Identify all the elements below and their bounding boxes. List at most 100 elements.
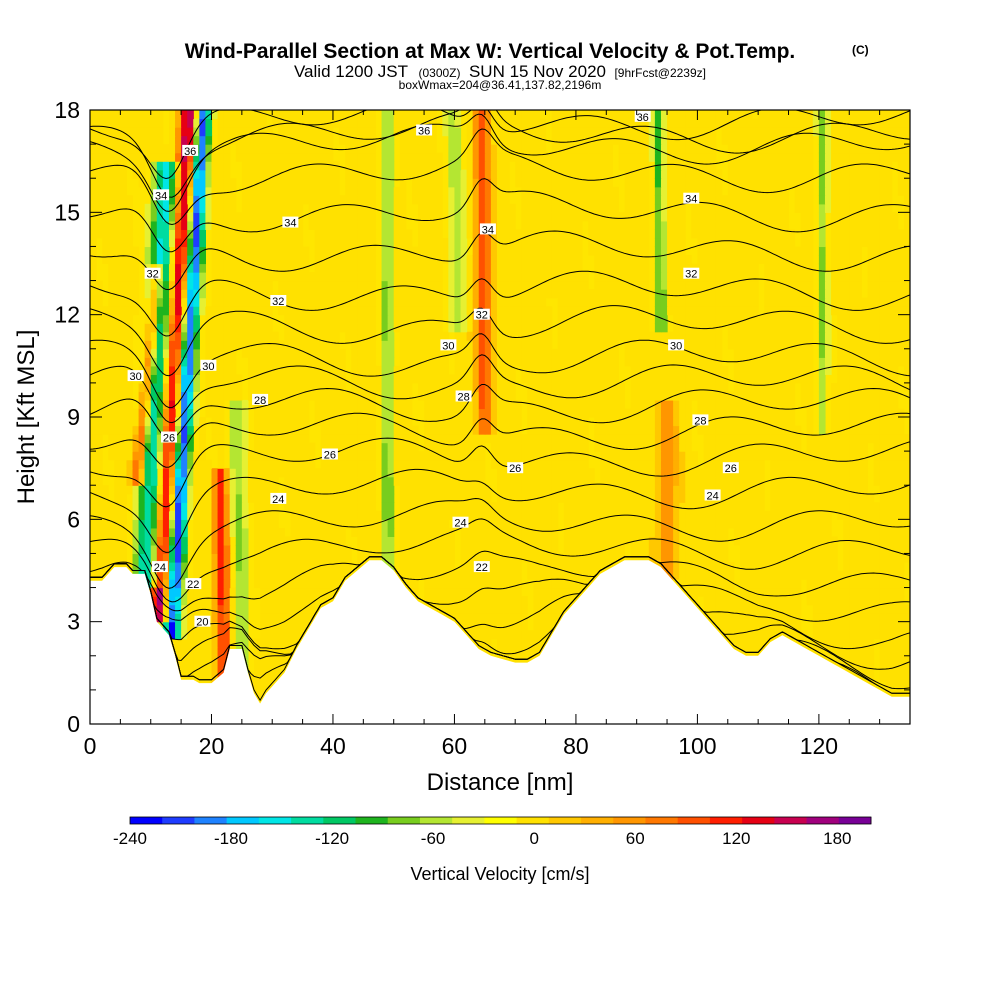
velocity-cell — [879, 510, 887, 520]
velocity-cell — [885, 493, 893, 503]
velocity-cell — [260, 434, 267, 444]
velocity-cell — [624, 527, 632, 537]
velocity-cell — [211, 485, 219, 495]
velocity-cell — [873, 434, 881, 444]
velocity-cell — [175, 596, 182, 606]
velocity-cell — [843, 613, 850, 623]
velocity-cell — [96, 519, 103, 529]
velocity-cell — [260, 681, 267, 691]
velocity-cell — [588, 408, 595, 418]
velocity-cell — [837, 485, 844, 495]
velocity-cell — [818, 485, 826, 495]
velocity-cell — [326, 468, 334, 478]
velocity-cell — [442, 442, 449, 452]
velocity-cell — [855, 587, 862, 597]
velocity-cell — [345, 417, 352, 427]
velocity-cell — [96, 374, 103, 384]
velocity-cell — [642, 425, 650, 435]
velocity-cell — [569, 442, 577, 452]
velocity-cell — [290, 476, 298, 486]
velocity-cell — [478, 502, 486, 512]
velocity-cell — [363, 536, 370, 546]
velocity-cell — [454, 399, 462, 410]
velocity-cell — [897, 476, 905, 486]
velocity-cell — [539, 408, 547, 418]
velocity-cell — [776, 485, 784, 495]
velocity-cell — [545, 468, 553, 478]
velocity-cell — [496, 442, 504, 452]
velocity-cell — [96, 391, 103, 401]
velocity-cell — [96, 399, 103, 410]
velocity-cell — [484, 553, 492, 563]
velocity-cell — [132, 468, 140, 478]
velocity-cell — [138, 391, 146, 401]
velocity-cell — [673, 536, 680, 546]
velocity-cell — [132, 442, 140, 452]
velocity-cell — [660, 468, 668, 478]
velocity-cell — [247, 493, 255, 503]
velocity-cell — [685, 502, 692, 512]
velocity-cell — [685, 434, 692, 444]
velocity-cell — [418, 510, 425, 520]
velocity-cell — [448, 570, 456, 580]
velocity-cell — [181, 553, 188, 563]
velocity-cell — [636, 382, 644, 393]
velocity-cell — [667, 527, 674, 537]
velocity-cell — [879, 561, 887, 572]
velocity-cell — [168, 553, 176, 563]
velocity-cell — [545, 519, 553, 529]
velocity-cell — [272, 587, 279, 597]
velocity-cell — [903, 493, 910, 503]
velocity-cell — [551, 519, 559, 529]
velocity-cell — [187, 476, 194, 486]
velocity-cell — [758, 408, 765, 418]
velocity-cell — [405, 536, 413, 546]
velocity-cell — [903, 544, 910, 555]
velocity-cell — [715, 613, 723, 623]
velocity-cell — [818, 442, 826, 452]
velocity-cell — [636, 459, 644, 469]
velocity-cell — [175, 434, 182, 444]
velocity-cell — [254, 655, 261, 665]
velocity-cell — [843, 391, 850, 401]
velocity-cell — [539, 417, 547, 427]
velocity-cell — [636, 527, 644, 537]
velocity-cell — [223, 596, 231, 606]
velocity-cell — [442, 536, 449, 546]
velocity-cell — [496, 647, 504, 657]
velocity-cell — [849, 587, 856, 597]
velocity-cell — [217, 442, 225, 452]
velocity-cell — [697, 391, 705, 401]
velocity-cell — [764, 451, 771, 461]
velocity-cell — [539, 587, 547, 597]
velocity-cell — [903, 527, 910, 537]
velocity-cell — [648, 493, 656, 503]
velocity-cell — [247, 672, 255, 682]
velocity-cell — [903, 689, 910, 700]
velocity-cell — [770, 391, 777, 401]
velocity-cell — [260, 561, 267, 572]
velocity-cell — [691, 476, 698, 486]
velocity-cell — [478, 442, 486, 452]
velocity-cell — [138, 485, 146, 495]
velocity-cell — [460, 493, 468, 503]
velocity-cell — [466, 621, 474, 631]
velocity-cell — [582, 536, 589, 546]
velocity-cell — [521, 544, 528, 555]
velocity-cell — [667, 485, 674, 495]
velocity-cell — [715, 459, 723, 469]
velocity-cell — [667, 417, 674, 427]
velocity-cell — [418, 476, 425, 486]
velocity-cell — [168, 596, 176, 606]
velocity-cell — [752, 468, 759, 478]
velocity-cell — [326, 459, 334, 469]
velocity-cell — [472, 391, 480, 401]
velocity-cell — [296, 510, 304, 520]
velocity-cell — [490, 630, 498, 640]
velocity-cell — [733, 621, 741, 631]
velocity-cell — [223, 553, 231, 563]
velocity-cell — [424, 570, 431, 580]
velocity-cell — [181, 630, 188, 640]
velocity-cell — [162, 579, 170, 589]
velocity-cell — [296, 417, 304, 427]
